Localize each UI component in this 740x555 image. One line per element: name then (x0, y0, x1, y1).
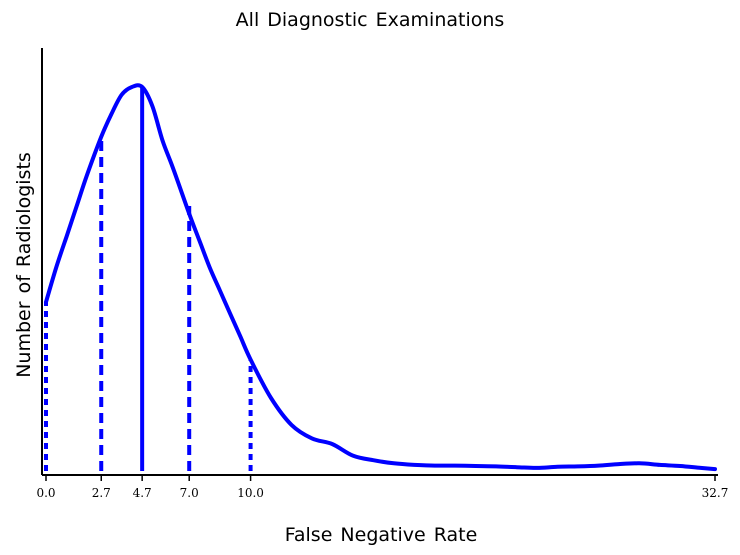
x-axis-ticks: 0.0 2.7 4.7 7.0 10.0 32.7 (36, 475, 728, 500)
reference-lines (44, 87, 253, 471)
x-tick-label: 10.0 (237, 486, 264, 500)
chart-title: All Diagnostic Examinations (236, 9, 505, 31)
x-tick-label: 32.7 (702, 486, 729, 500)
x-tick-label: 0.0 (36, 486, 55, 500)
x-axis-label: False Negative Rate (285, 524, 478, 546)
density-curve (44, 83, 717, 472)
x-tick-label: 7.0 (180, 486, 199, 500)
plot-area: 0.0 2.7 4.7 7.0 10.0 32.7 (36, 48, 728, 500)
x-tick-label: 4.7 (133, 486, 152, 500)
y-axis-label: Number of Radiologists (13, 152, 35, 378)
x-tick-label: 2.7 (92, 486, 111, 500)
